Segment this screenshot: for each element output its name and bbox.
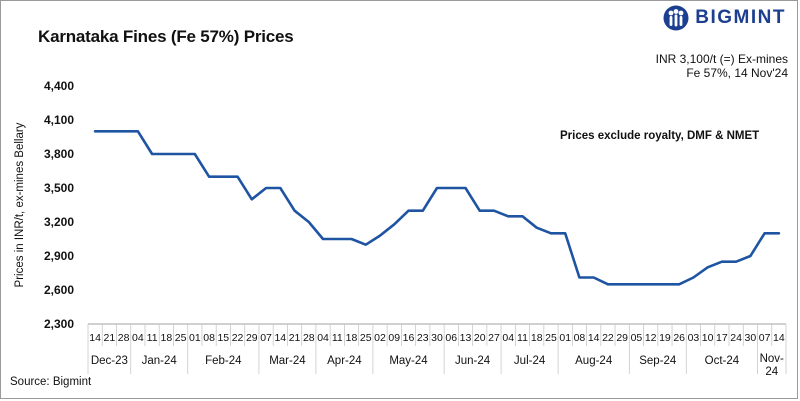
x-month-label: Dec-23: [91, 355, 128, 367]
x-day-label: 21: [104, 332, 116, 344]
price-note-line1: INR 3,100/t (=) Ex-mines: [655, 52, 788, 66]
x-day-label: 22: [602, 332, 614, 344]
y-tick-label: 4,100: [44, 113, 74, 127]
x-month-label: May-24: [389, 355, 428, 367]
x-day-label: 05: [631, 332, 643, 344]
x-day-label: 14: [588, 332, 600, 344]
x-month-label: Oct-24: [705, 355, 740, 367]
x-month-label: Apr-24: [327, 355, 362, 367]
x-day-label: 01: [189, 332, 201, 344]
x-month-label: Jul-24: [514, 355, 546, 367]
source-note: Source: Bigmint: [10, 376, 92, 388]
x-day-label: 14: [89, 332, 101, 344]
x-month-label: Sep-24: [639, 355, 677, 367]
y-tick-label: 2,900: [44, 249, 74, 263]
x-day-label: 25: [360, 332, 372, 344]
x-day-label: 07: [759, 332, 771, 344]
x-month-label: Feb-24: [205, 355, 242, 367]
x-day-label: 28: [118, 332, 130, 344]
x-month-label: Nov-: [760, 353, 784, 365]
y-tick-label: 3,800: [44, 147, 74, 161]
brand-name: BIGMINT: [695, 7, 786, 28]
x-day-label: 07: [260, 332, 272, 344]
x-month-label: Aug-24: [575, 355, 613, 367]
royalty-note: Prices exclude royalty, DMF & NMET: [560, 130, 760, 142]
x-day-label: 14: [274, 332, 286, 344]
x-day-label: 27: [488, 332, 500, 344]
y-tick-label: 2,600: [44, 283, 74, 297]
x-day-label: 28: [303, 332, 315, 344]
x-month-label: Jun-24: [455, 355, 491, 367]
price-note-line2: Fe 57%, 14 Nov'24: [686, 66, 788, 80]
x-day-label: 04: [502, 332, 514, 344]
x-day-label: 01: [559, 332, 571, 344]
y-tick-label: 3,500: [44, 181, 74, 195]
x-day-label: 13: [460, 332, 472, 344]
x-day-label: 17: [716, 332, 728, 344]
y-tick-label: 4,400: [44, 79, 74, 93]
x-day-label: 10: [702, 332, 714, 344]
x-day-label: 23: [417, 332, 429, 344]
x-day-label: 11: [147, 332, 158, 344]
x-day-label: 08: [203, 332, 215, 344]
x-day-label: 02: [374, 332, 386, 344]
x-day-label: 25: [545, 332, 557, 344]
x-month-label: Mar-24: [269, 355, 306, 367]
brand-people-icon: [663, 5, 689, 31]
x-day-label: 21: [289, 332, 301, 344]
x-day-label: 30: [431, 332, 443, 344]
x-day-label: 19: [659, 332, 671, 344]
x-day-label: 30: [745, 332, 757, 344]
x-day-label: 29: [616, 332, 628, 344]
y-axis-label: Prices in INR/t, ex-mines Bellary: [14, 122, 26, 287]
x-day-label: 18: [531, 332, 543, 344]
x-day-label: 06: [445, 332, 457, 344]
x-day-label: 25: [175, 332, 187, 344]
x-day-label: 09: [388, 332, 400, 344]
x-day-label: 18: [346, 332, 358, 344]
x-day-label: 18: [161, 332, 173, 344]
x-day-label: 16: [403, 332, 415, 344]
price-series-line: [93, 130, 781, 286]
x-day-label: 22: [232, 332, 244, 344]
x-day-label: 26: [673, 332, 685, 344]
x-day-label: 15: [217, 332, 229, 344]
x-month-label-year: 24: [765, 366, 778, 378]
y-tick-label: 2,300: [44, 317, 74, 331]
x-day-label: 04: [317, 332, 329, 344]
x-day-label: 11: [517, 332, 528, 344]
x-month-label: Jan-24: [142, 355, 178, 367]
x-day-label: 24: [730, 332, 742, 344]
x-day-label: 29: [246, 332, 258, 344]
x-day-label: 03: [688, 332, 700, 344]
x-day-label: 04: [132, 332, 144, 344]
x-day-label: 14: [773, 332, 785, 344]
brand-logo: BIGMINT: [663, 5, 786, 31]
chart-title: Karnataka Fines (Fe 57%) Prices: [38, 27, 294, 46]
x-day-label: 12: [645, 332, 657, 344]
y-tick-label: 3,200: [44, 215, 74, 229]
x-day-label: 11: [332, 332, 343, 344]
x-day-label: 20: [474, 332, 486, 344]
x-day-label: 08: [574, 332, 586, 344]
